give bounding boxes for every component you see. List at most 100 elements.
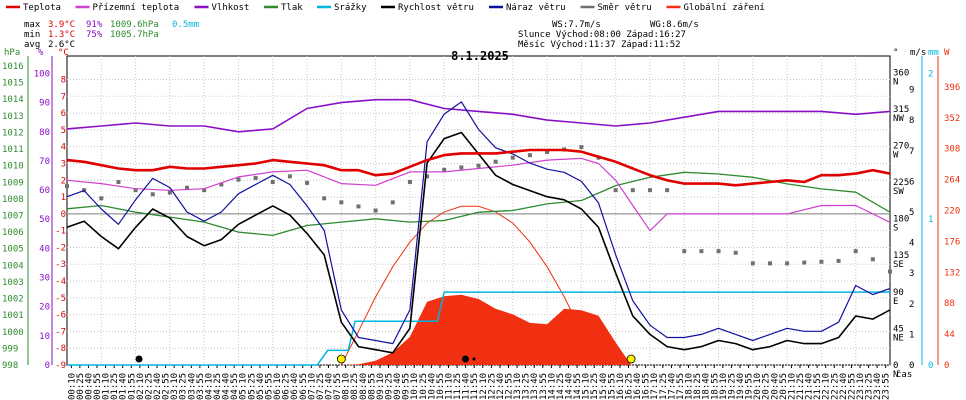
tick-dir: 225 [893,178,909,188]
sunset-marker [626,354,636,364]
tick-time: 07:40 [324,373,334,400]
tick-time: 13:10 [513,373,523,400]
tick-press: 1006 [2,228,24,238]
tick-dir-letter: W [893,150,899,160]
tick-dir: 270 [893,141,909,151]
tick-time: 14:55 [573,373,583,400]
dir-point [322,196,327,201]
dir-point [716,249,721,254]
legend-label: Srážky [334,3,367,13]
moon-marker [135,355,143,363]
sunrise-marker [336,354,346,364]
legend-label: Tlak [281,3,303,13]
tick-time: 18:55 [710,373,720,400]
tick-press: 1015 [2,79,24,89]
axis-unit-dir: ° [893,48,898,58]
dir-point [253,175,258,180]
tick-time: 04:25 [213,373,223,400]
tick-rad: 88 [944,299,955,309]
tick-time: 10:55 [436,373,446,400]
series-gust [66,101,891,345]
stat-label: max [24,20,41,30]
tick-temp: 7 [61,92,66,102]
tick-ws: 8 [909,116,914,126]
dir-point [116,180,121,185]
tick-time: 16:40 [633,373,643,400]
axis-unit-hum: % [38,48,44,58]
tick-temp: 5 [61,126,66,136]
tick-press: 1008 [2,195,24,205]
tick-time: 19:25 [727,373,737,400]
tick-time: 17:10 [650,373,660,400]
dir-point [373,208,378,213]
dir-point [356,204,361,209]
tick-temp: 3 [61,159,66,169]
dir-point [287,174,292,179]
tick-ws: 4 [909,239,914,249]
dir-point [750,261,755,266]
stat-ws: WS:7.7m/s [552,20,601,30]
tick-time: 19:10 [719,373,729,400]
tick-temp: 1 [61,193,66,203]
tick-time: 03:55 [196,373,206,400]
stat-avg-temp: 2.6°C [48,40,75,50]
tick-time: 18:10 [685,373,695,400]
tick-time: 22:40 [839,373,849,400]
tick-time: 20:25 [762,373,772,400]
tick-ws: 5 [909,208,914,218]
tick-time: 02:25 [144,373,154,400]
tick-time: 08:10 [342,373,352,400]
tick-hum: 80 [39,128,50,138]
tick-hum: 40 [39,244,50,254]
legend-label: Vlhkost [212,3,250,13]
tick-dir: 90 [893,288,904,298]
moonrise-marker [461,355,469,363]
tick-time: 00:55 [93,373,103,400]
tick-time: 03:40 [187,373,197,400]
dir-point [630,188,635,193]
tick-rad: 308 [944,145,960,155]
tick-time: 12:25 [487,373,497,400]
tick-time: 18:40 [702,373,712,400]
tick-time: 00:10 [67,373,77,400]
dir-point [236,177,241,182]
tick-press: 1005 [2,245,24,255]
dir-point [493,159,498,164]
tick-dir-letter: N [893,370,898,380]
tick-time: 22:55 [847,373,857,400]
tick-temp: 2 [61,176,66,186]
tick-time: 06:55 [299,373,309,400]
moonset-marker [472,357,476,361]
legend-label: Teplota [23,3,61,13]
tick-time: 19:40 [736,373,746,400]
stat-min-press: 1005.7hPa [110,30,159,40]
dir-point [219,182,224,187]
dir-point [579,145,584,150]
tick-time: 05:55 [264,373,274,400]
tick-time: 12:40 [496,373,506,400]
tick-press: 1004 [2,261,24,271]
legend-label: Rychlost větru [398,3,474,13]
tick-dir: 315 [893,105,909,115]
tick-time: 23:10 [856,373,866,400]
dir-point [305,180,310,185]
tick-hum: 30 [39,274,50,284]
stat-max-temp: 3.9°C [48,20,75,30]
tick-time: 22:10 [822,373,832,400]
stat-wg: WG:8.6m/s [650,20,699,30]
dir-point [545,149,550,154]
tick-time: 17:55 [676,373,686,400]
tick-rain: 2 [928,69,933,79]
tick-ws: 9 [909,86,914,96]
tick-time: 23:55 [882,373,892,400]
tick-time: 03:10 [170,373,180,400]
dir-point [407,180,412,185]
tick-hum: 60 [39,186,50,196]
tick-hum: 10 [39,332,50,342]
tick-time: 21:10 [787,373,797,400]
tick-temp: -9 [55,361,66,371]
tick-time: 08:25 [350,373,360,400]
tick-time: 06:40 [290,373,300,400]
tick-ws: 6 [909,177,914,187]
tick-time: 01:40 [119,373,129,400]
